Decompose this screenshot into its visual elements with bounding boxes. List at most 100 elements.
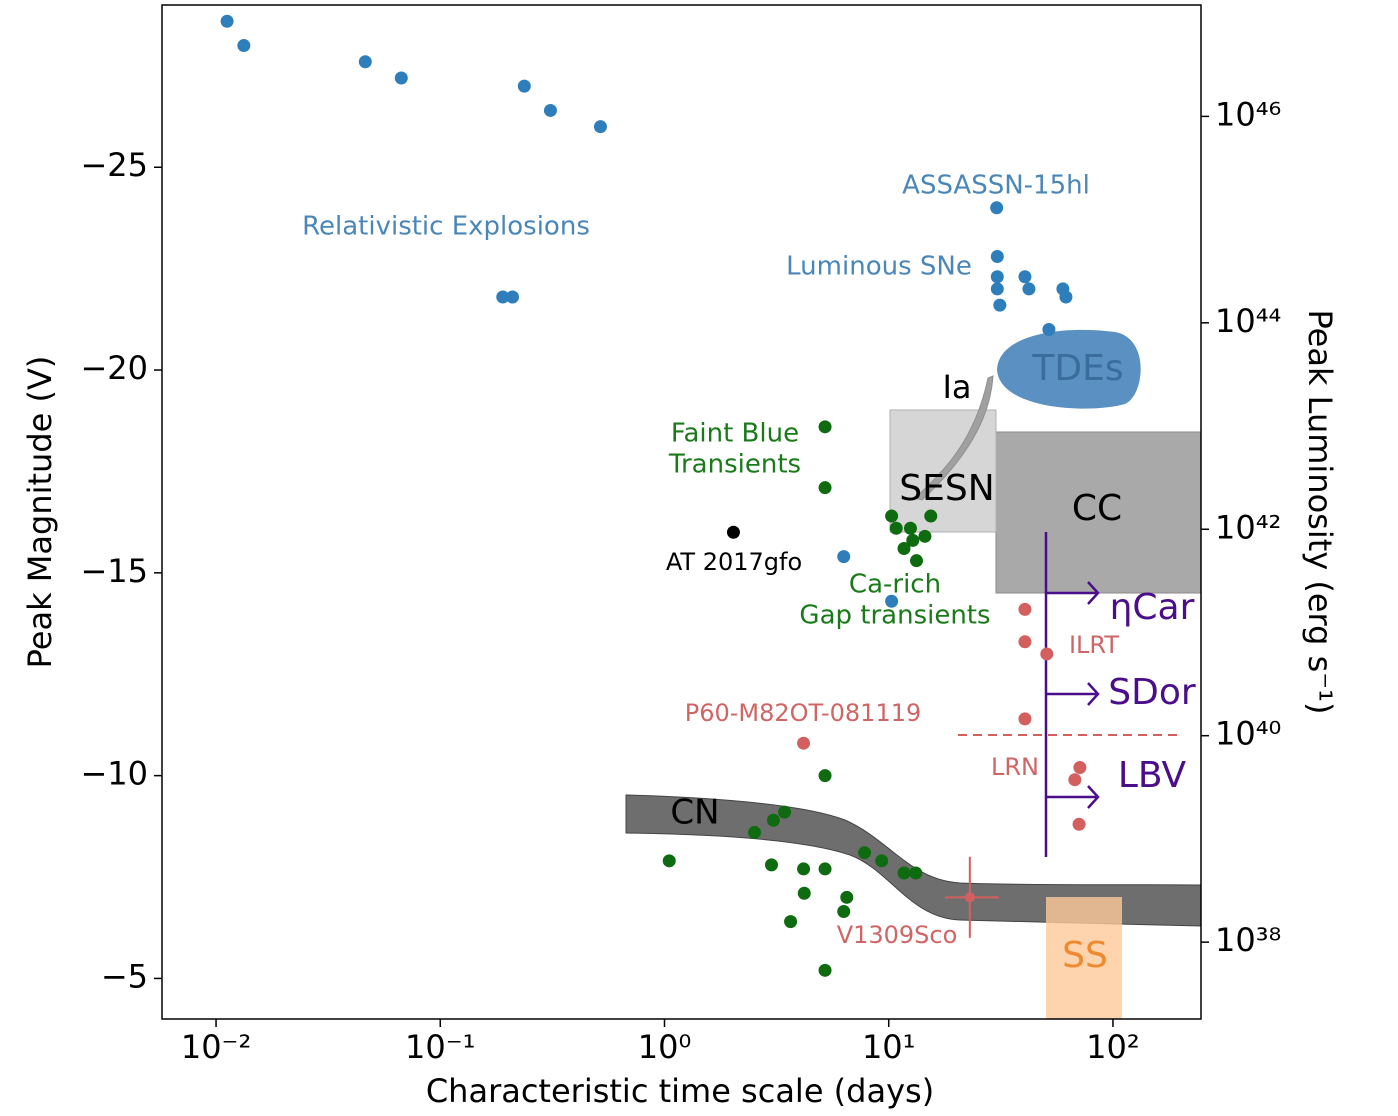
data-point [990,201,1004,215]
annotation: Gap transients [799,601,990,631]
data-point [889,521,903,535]
ss-region [1046,897,1122,1019]
data-point [818,963,832,977]
data-point [358,55,372,69]
data-point [909,554,923,568]
y2-tick-label: 10⁴⁶ [1215,95,1281,133]
data-point [1068,773,1082,787]
data-point [1018,635,1032,649]
annotation: Transients [668,450,801,480]
data-point [496,290,510,304]
annotation: Faint Blue [671,419,799,449]
data-point [766,813,780,827]
annotation: Ca-rich [849,570,941,600]
arrow [1046,581,1100,605]
annotation: P60-M82OT-081119 [685,699,922,727]
data-point [1040,647,1054,661]
data-point [506,290,520,304]
data-point [909,866,923,880]
data-point [1022,282,1036,296]
data-point [993,298,1007,312]
data-point [797,736,811,750]
data-point [797,862,811,876]
x-tick-label: 10² [1086,1028,1140,1066]
data-point [837,905,851,919]
data-point [797,886,811,900]
regions [625,329,1202,1019]
annotation: TDEs [1031,348,1123,389]
data-point [1042,322,1056,336]
data-point [924,509,938,523]
data-point [818,420,832,434]
data-point [1073,761,1087,775]
data-point [818,862,832,876]
data-point [784,915,798,929]
x-axis-label: Characteristic time scale (days) [426,1072,934,1110]
y2-tick-label: 10³⁸ [1215,921,1281,959]
y2-tick-label: 10⁴² [1215,508,1281,546]
data-point [764,858,778,872]
data-point [778,805,792,819]
annotation: Relativistic Explosions [302,212,590,242]
data-point [1018,602,1032,616]
data-point [543,103,557,117]
annotation: SDor [1108,672,1196,713]
data-point [897,866,911,880]
x-tick-label: 10⁻² [181,1028,251,1066]
data-point [897,542,911,556]
data-point [1072,817,1086,831]
data-point [394,71,408,85]
y2-tick-label: 10⁴⁴ [1215,302,1281,340]
data-point [964,892,975,903]
data-point [918,529,932,543]
data-point [903,521,917,535]
annotation: LRN [991,753,1039,781]
x-tick-label: 10⁰ [638,1028,692,1066]
annotation: CN [670,793,719,833]
data-point [885,594,899,608]
tde-region [997,329,1141,409]
annotation: CC [1072,488,1122,529]
data-point [990,270,1004,284]
y2-axis-label: Peak Luminosity (erg s⁻¹) [1301,310,1339,715]
data-point [237,39,251,53]
annotation: SESN [899,468,994,509]
annotation: AT 2017gfo [666,548,802,576]
y-tick-label: −20 [80,349,148,387]
annotation: ASSASSN-15hl [902,171,1090,201]
lbv-arrows [1044,532,1100,857]
cc-region [995,431,1202,594]
y-axis-label: Peak Magnitude (V) [21,356,59,669]
data-point [990,249,1004,263]
data-point [906,533,920,547]
y-tick-label: −5 [101,957,148,995]
data-point [662,854,676,868]
annotation: ηCar [1110,587,1195,628]
data-point [726,525,740,539]
annotation: SS [1062,935,1108,976]
annotation: V1309Sco [837,921,958,949]
annotation: LBV [1118,755,1187,796]
y2-tick-label: 10⁴⁰ [1215,715,1281,753]
data-point [517,79,531,93]
data-point [990,282,1004,296]
data-point [840,890,854,904]
ia-region [914,375,994,501]
data-point [220,14,234,28]
x-tick-label: 10¹ [862,1028,916,1066]
data-point [858,846,872,860]
y-tick-label: −25 [80,146,148,184]
data-point [1018,712,1032,726]
data-point [818,769,832,783]
plot-frame [161,4,1202,1020]
y-tick-label: −10 [80,755,148,793]
data-point [1059,290,1073,304]
x-tick-label: 10⁻¹ [405,1028,475,1066]
annotation: Ia [942,368,971,406]
y-tick-label: −15 [80,552,148,590]
annotation: ILRT [1069,631,1119,659]
data-point [875,854,889,868]
annotation: Luminous SNe [786,252,972,282]
arrow [1046,785,1100,809]
